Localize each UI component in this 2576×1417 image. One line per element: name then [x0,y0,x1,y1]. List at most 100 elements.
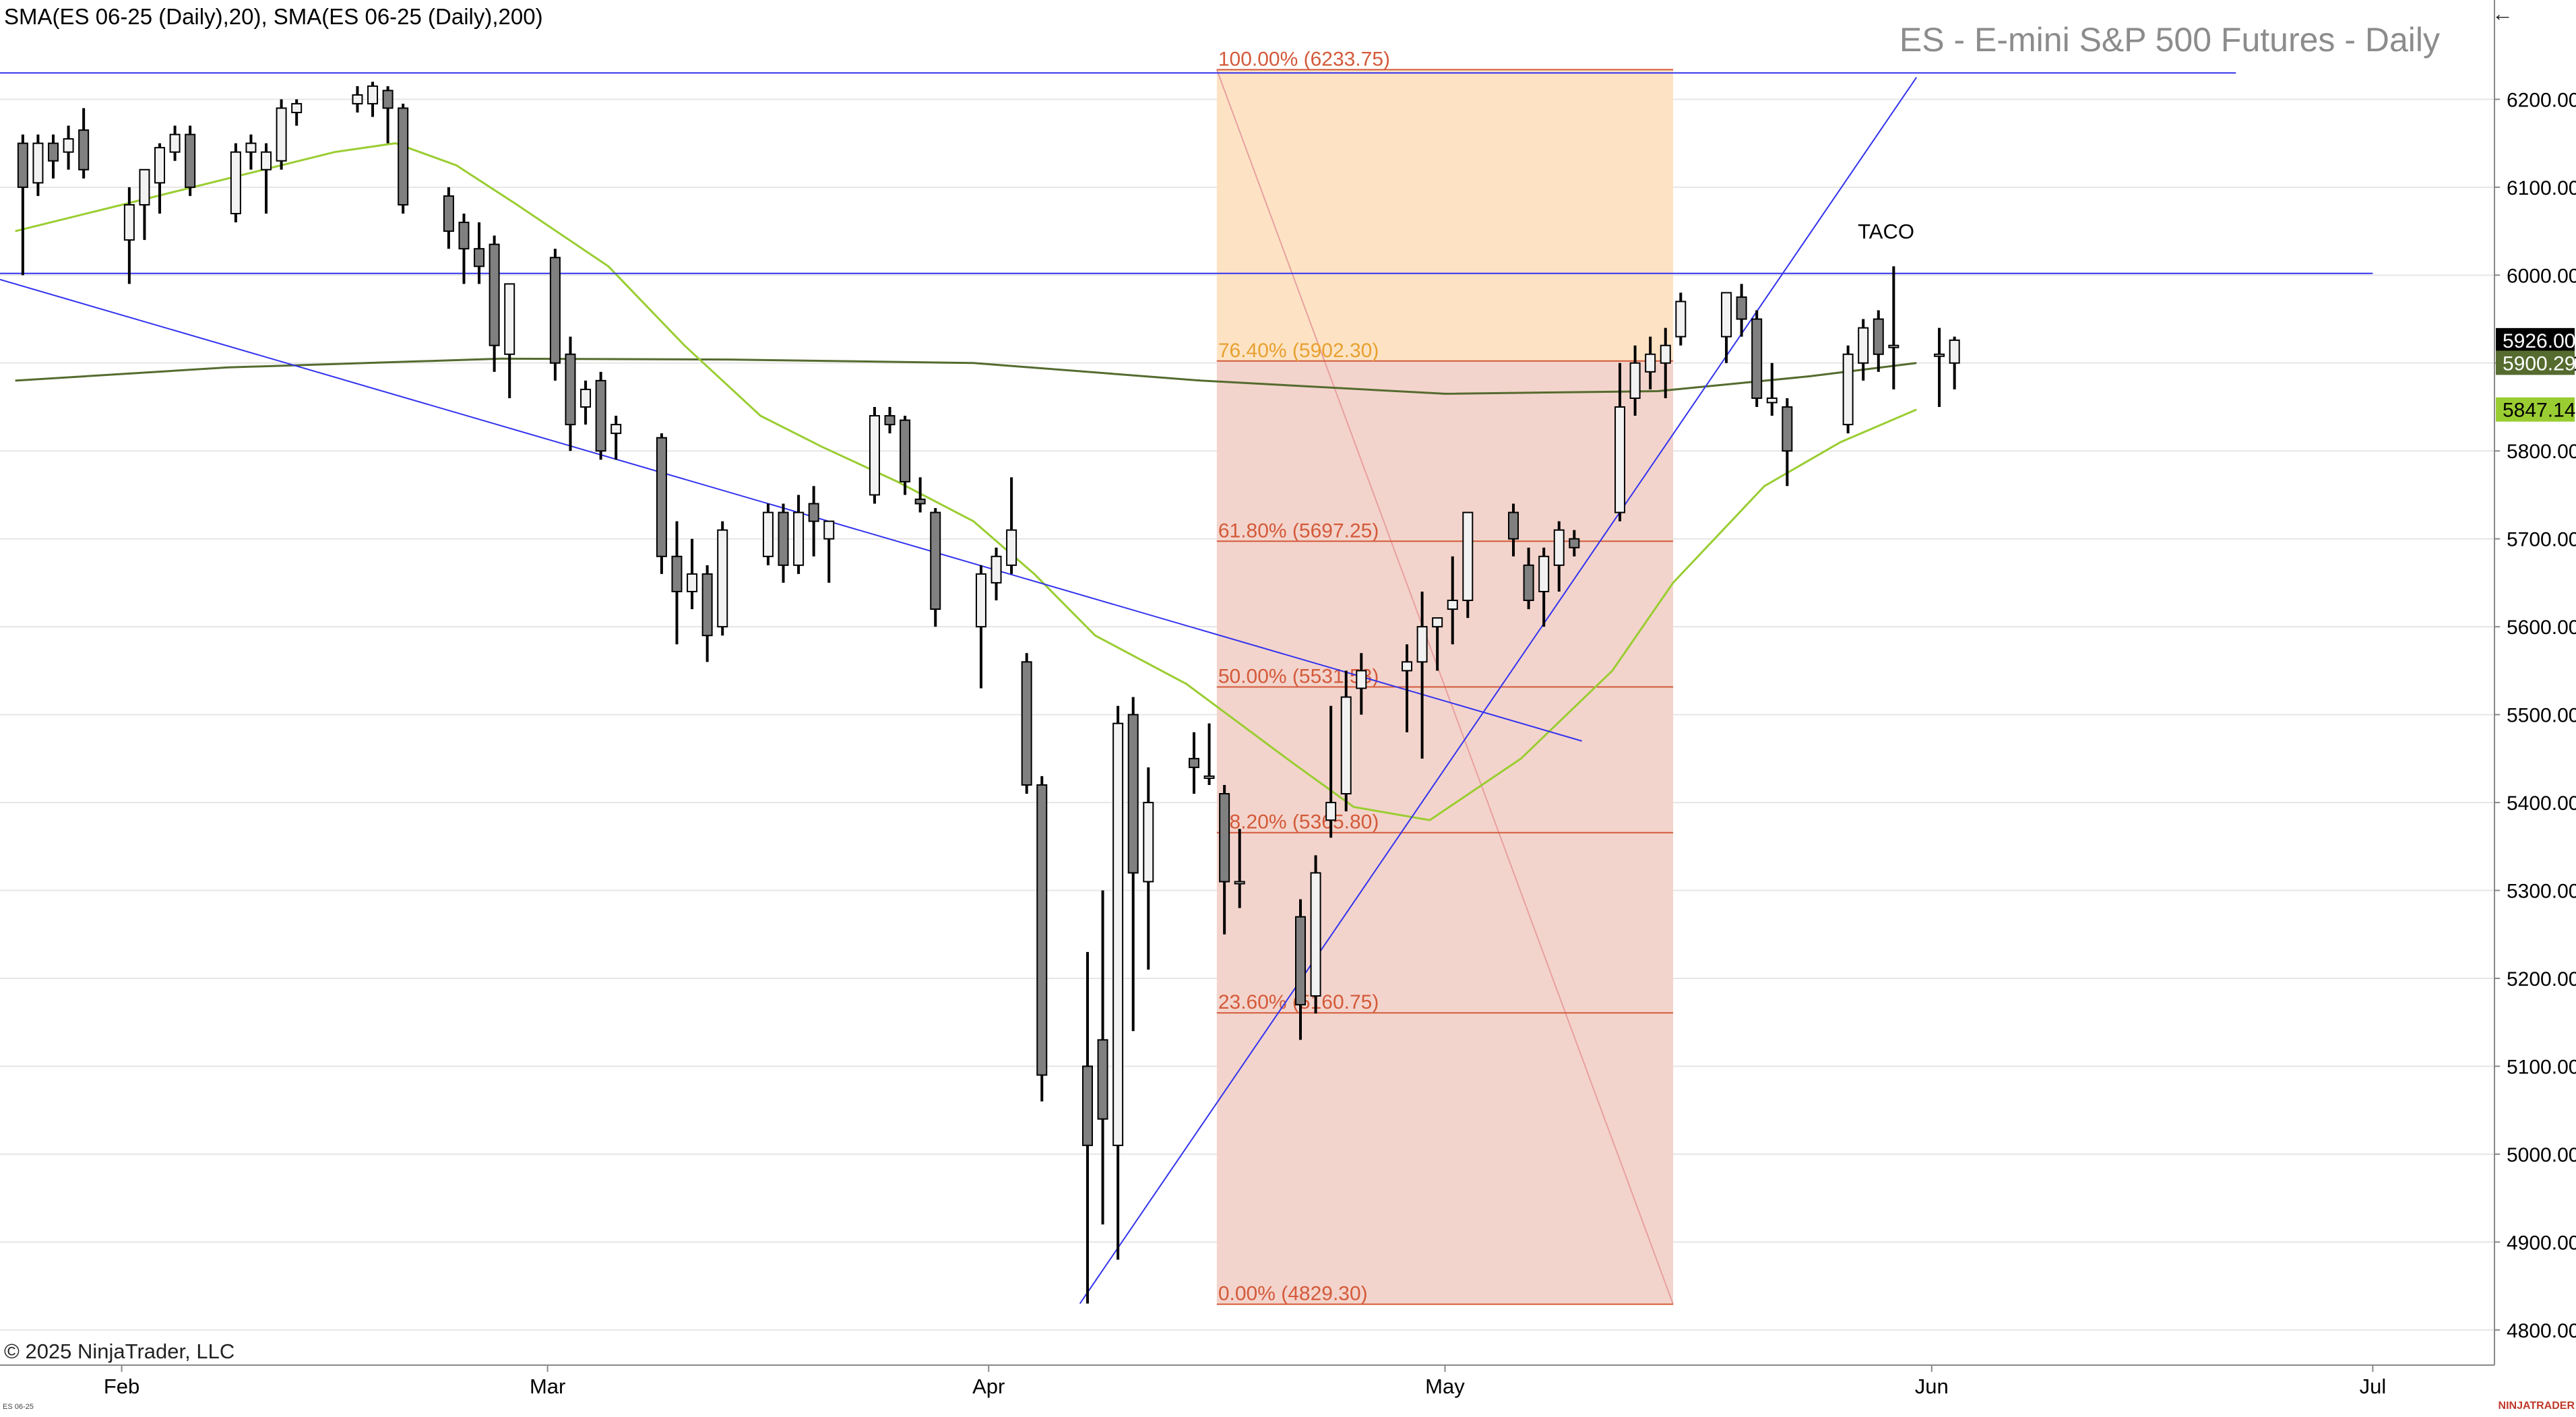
candle [793,495,805,574]
candle [1508,503,1519,557]
candle [595,371,606,460]
candle-body [1553,529,1565,566]
candle-body [1538,555,1550,592]
candle [1127,697,1139,1032]
fib-level-label: 50.00% (5531.53) [1218,665,1379,687]
candle-body [565,353,576,426]
candle [930,508,941,627]
candle-body [1675,301,1687,338]
candle [1219,784,1230,935]
price-marker-label: 5847.14 [2503,400,2575,422]
candle [656,433,667,574]
candle-body [595,379,606,452]
candle-body [32,142,44,184]
candle-body [169,133,181,153]
candle-body [1614,406,1626,513]
candle-body [1660,344,1671,364]
candle [869,407,880,504]
time-tick-label: Apr [972,1375,1005,1398]
candle-body [808,503,819,522]
candle [32,134,44,196]
trendline [1079,77,1918,1304]
price-tick-label: 5300.00 [2507,881,2576,903]
price-tick-label: 4900.00 [2507,1232,2576,1254]
price-tick-label: 4800.00 [2507,1320,2576,1342]
candle-body [276,107,287,162]
candle-body [778,511,789,566]
price-marker-label: 5926.00 [2503,330,2575,352]
candle [1645,336,1656,389]
candle-body [1036,784,1048,1076]
candle [823,520,835,583]
candle [1340,670,1352,812]
candle [443,187,454,249]
candle [671,521,683,645]
candle [1675,292,1687,346]
candle [549,249,561,381]
candle-body [1782,406,1793,452]
candle [762,503,774,565]
price-marker-bg [2496,350,2575,375]
candle-body [1310,872,1321,997]
candle-body [1462,511,1474,602]
candle [139,168,150,241]
candle [1569,530,1580,557]
candle-body [17,142,28,188]
candle-body [261,151,272,170]
time-tick-label: May [1425,1375,1465,1398]
candle [169,125,181,161]
time-tick-label: Jun [1915,1375,1949,1398]
candle [580,380,592,425]
candle-body [382,90,394,109]
candle-body [1097,1039,1108,1120]
candle-body [185,133,196,188]
candle [367,82,379,117]
price-tick-label: 6200.00 [2507,89,2576,111]
fib-level-label: 61.80% (5697.25) [1218,519,1379,542]
candle [1766,363,1778,416]
candle [474,222,485,284]
candle [1462,511,1474,619]
price-tick-label: 5100.00 [2507,1056,2576,1078]
price-tick-label: 5500.00 [2507,705,2576,727]
fib-level-label: 0.00% (4829.30) [1218,1283,1368,1305]
candle [1736,284,1747,337]
candle [1325,705,1337,838]
candle-body [1021,661,1032,786]
candle [1432,617,1443,671]
candle-body [1447,600,1458,610]
time-tick-label: Feb [104,1375,139,1398]
candle-body [1081,1065,1093,1146]
price-marker-label: 5900.29 [2503,352,2575,375]
candle [717,521,728,636]
candle [1949,336,1960,389]
candle [1888,266,1899,389]
candle [1629,345,1641,416]
candle [1143,767,1154,970]
price-tick-label: 5700.00 [2507,529,2576,551]
price-tick-label: 5000.00 [2507,1144,2576,1166]
candle-body [793,511,805,566]
candle-body [1949,339,1960,364]
candle-body [1508,511,1519,540]
candle-body [48,142,59,162]
candle [48,134,59,179]
candle-body [823,520,835,540]
candle [565,336,576,451]
candle [291,99,303,126]
candle-body [900,419,911,482]
candle [1721,292,1732,363]
candle [1660,327,1671,398]
candle-body [884,415,896,426]
fib-zone-upper [1216,69,1674,361]
candle [687,538,698,610]
back-arrow-icon[interactable]: ← [2492,1,2513,26]
candle-body [1569,538,1580,548]
candle [610,416,622,460]
candle-body [474,248,485,267]
candle [1538,547,1550,627]
candle-body [489,243,500,346]
candle [1782,398,1793,486]
